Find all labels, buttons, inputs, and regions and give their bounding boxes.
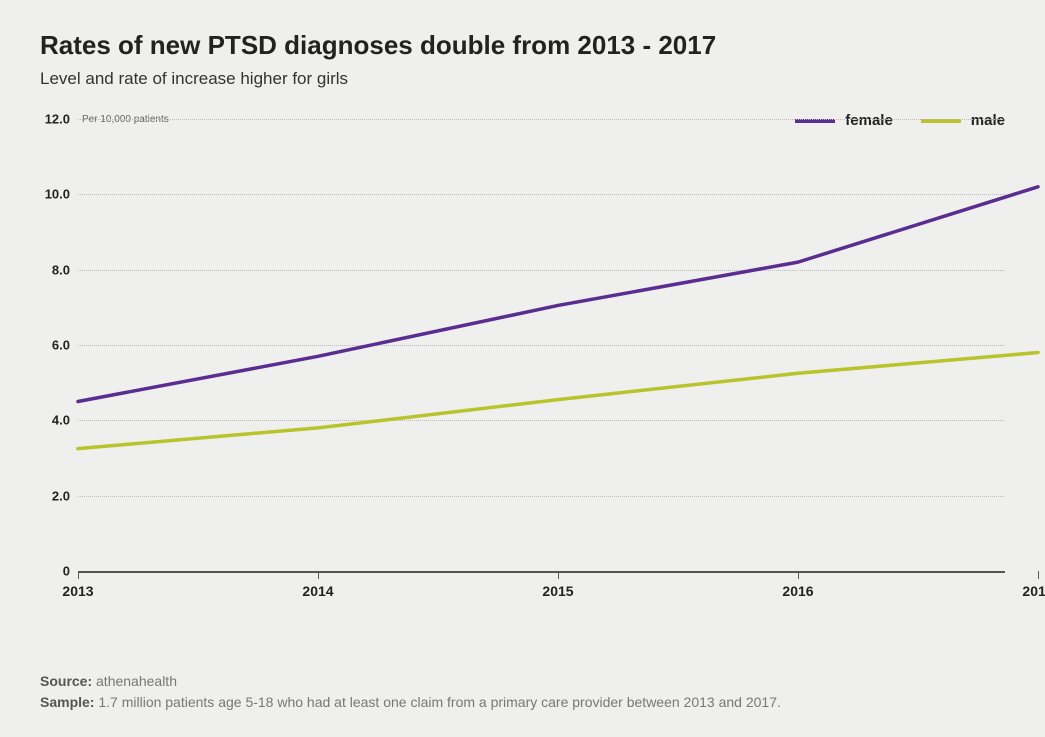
x-tick (318, 571, 319, 579)
x-tick (1038, 571, 1039, 579)
y-axis-label: 4.0 (52, 413, 70, 428)
x-axis-label: 2014 (302, 583, 333, 599)
series-line-male (78, 353, 1038, 449)
line-plot (78, 119, 1038, 571)
x-tick (798, 571, 799, 579)
x-axis-label: 2015 (542, 583, 573, 599)
sample-label: Sample: (40, 694, 94, 710)
y-axis-label: 10.0 (45, 187, 70, 202)
x-axis-label: 2013 (62, 583, 93, 599)
x-tick (78, 571, 79, 579)
chart-title: Rates of new PTSD diagnoses double from … (40, 30, 1005, 61)
y-axis-label: 12.0 (45, 112, 70, 127)
source-text: athenahealth (92, 673, 177, 689)
x-tick (558, 571, 559, 579)
chart-subtitle: Level and rate of increase higher for gi… (40, 69, 1005, 89)
series-line-female (78, 187, 1038, 402)
y-axis-label: 0 (63, 564, 70, 579)
y-axis-label: 8.0 (52, 262, 70, 277)
x-axis-label: 2017 (1022, 583, 1045, 599)
chart-footer: Source: athenahealth Sample: 1.7 million… (40, 671, 781, 713)
y-axis-label: 2.0 (52, 488, 70, 503)
x-axis-label: 2016 (782, 583, 813, 599)
sample-text: 1.7 million patients age 5-18 who had at… (94, 694, 780, 710)
x-axis (78, 571, 1005, 573)
y-axis-label: 6.0 (52, 338, 70, 353)
source-label: Source: (40, 673, 92, 689)
chart-area: Per 10,000 patients 02.04.06.08.010.012.… (40, 119, 1005, 599)
